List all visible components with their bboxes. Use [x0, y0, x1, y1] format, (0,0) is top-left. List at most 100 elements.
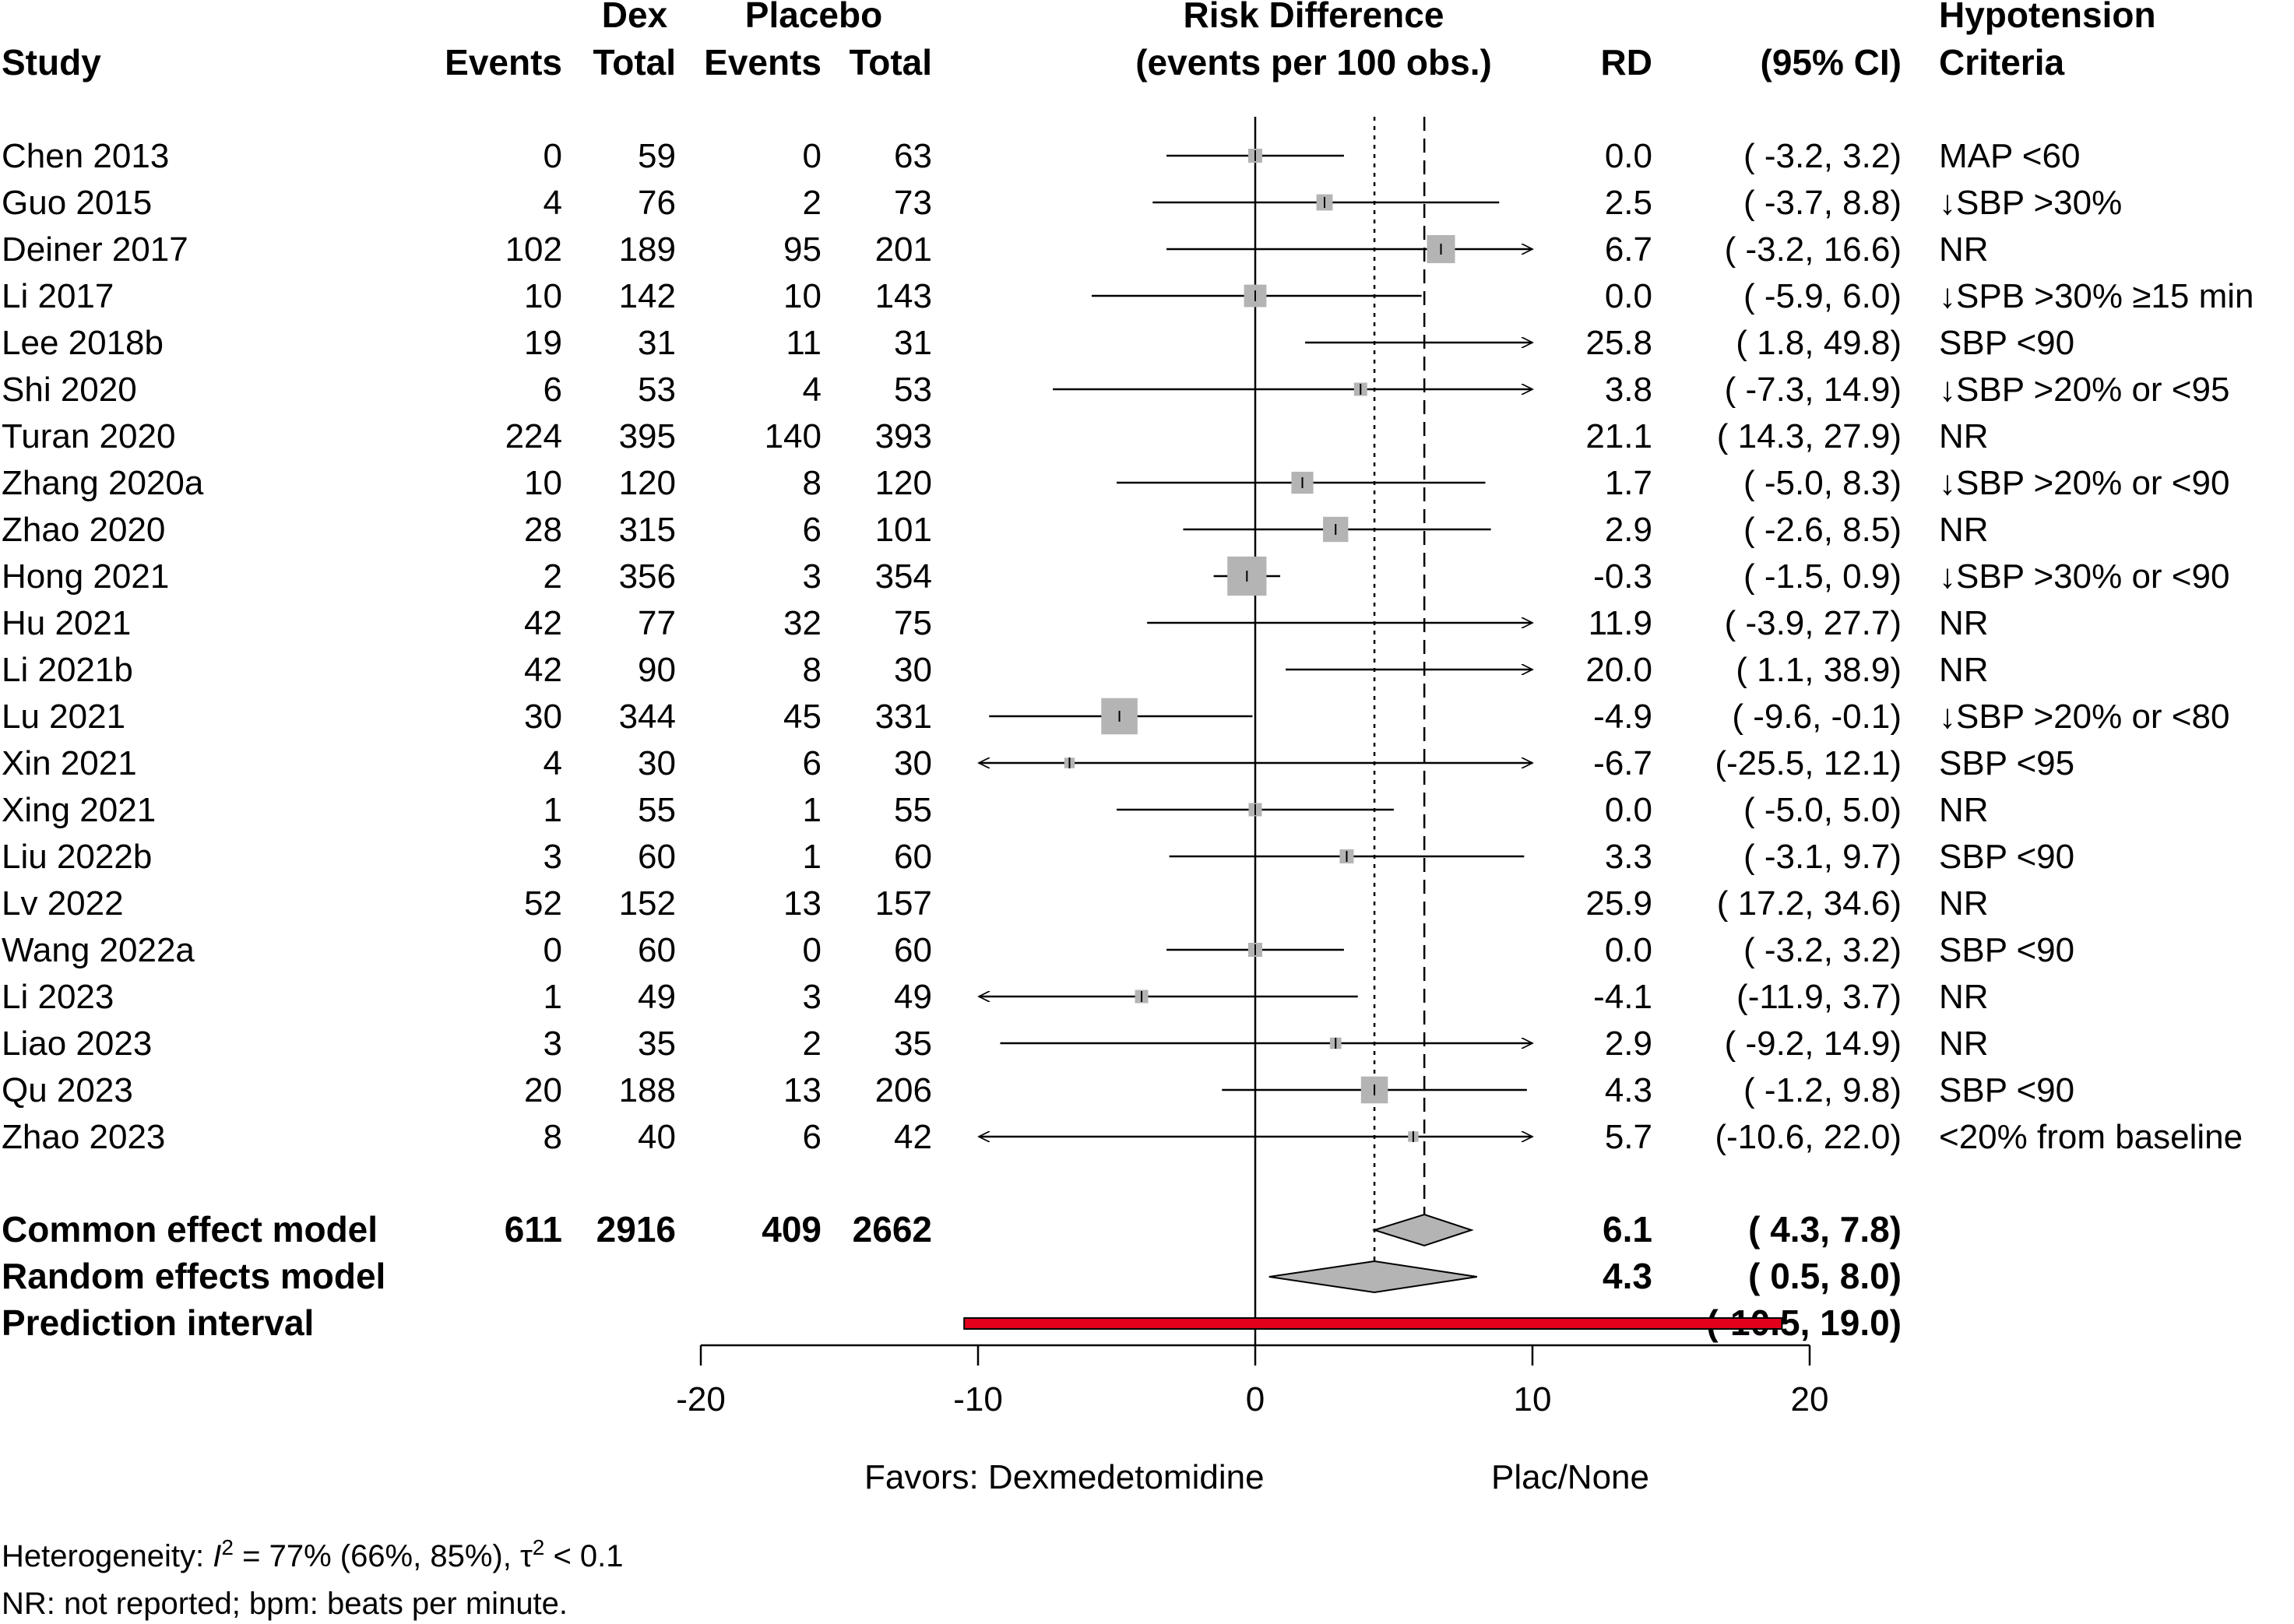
- axis-tick-label: 10: [1514, 1380, 1552, 1418]
- criteria-value: SBP <90: [1939, 324, 2074, 362]
- ci-value: ( -3.9, 27.7): [1725, 604, 1902, 642]
- total-placebo: 63: [894, 137, 932, 175]
- events-dex: 2: [544, 557, 562, 596]
- header-rd: RD: [1601, 42, 1652, 83]
- header-plot-title: Risk Difference: [1184, 0, 1444, 35]
- events-placebo: 3: [803, 557, 822, 596]
- total-placebo: 206: [875, 1071, 932, 1109]
- study-name: Shi 2020: [2, 371, 137, 409]
- ci-value: ( -2.6, 8.5): [1743, 511, 1902, 549]
- abbreviation-note: NR: not reported; bpm: beats per minute.: [2, 1587, 568, 1621]
- events-dex: 4: [544, 744, 562, 782]
- header-plot-subtitle: (events per 100 obs.): [1135, 42, 1492, 83]
- events-dex: 0: [544, 137, 562, 175]
- total-dex: 188: [619, 1071, 676, 1109]
- ci-value: ( 14.3, 27.9): [1717, 417, 1902, 455]
- study-name: Liao 2023: [2, 1025, 152, 1063]
- total-dex: 60: [638, 931, 676, 969]
- rd-value: 3.3: [1605, 838, 1652, 876]
- plot-area: [963, 117, 1783, 1345]
- summary-rd: 6.1: [1603, 1209, 1652, 1250]
- summary-total-dex: 2916: [596, 1209, 676, 1250]
- criteria-value: SBP <95: [1939, 744, 2074, 782]
- axis-tick-label: -20: [676, 1380, 726, 1418]
- heterogeneity-note: Heterogeneity: I2 = 77% (66%, 85%), τ2 <…: [2, 1535, 624, 1574]
- total-dex: 90: [638, 651, 676, 689]
- events-dex: 10: [524, 464, 562, 502]
- events-dex: 1: [544, 978, 562, 1016]
- criteria-value: <20% from baseline: [1939, 1118, 2243, 1156]
- ci-value: ( -7.3, 14.9): [1725, 371, 1902, 409]
- summary-rd: 4.3: [1603, 1256, 1652, 1296]
- total-dex: 344: [619, 698, 676, 736]
- events-dex: 102: [505, 230, 562, 269]
- events-placebo: 140: [765, 417, 822, 455]
- total-placebo: 120: [875, 464, 932, 502]
- ci-value: ( -9.6, -0.1): [1732, 698, 1902, 736]
- study-table: Chen 2013 0 59 0 63 0.0( -3.2, 3.2) MAP <60Guo…: [2, 137, 2254, 1343]
- criteria-value: ↓SBP >20% or <80: [1939, 698, 2229, 736]
- events-dex: 28: [524, 511, 562, 549]
- criteria-value: SBP <90: [1939, 931, 2074, 969]
- ci-value: ( -5.9, 6.0): [1743, 277, 1902, 315]
- events-placebo: 8: [803, 464, 822, 502]
- total-placebo: 30: [894, 744, 932, 782]
- study-name: Xin 2021: [2, 744, 137, 782]
- rd-value: 0.0: [1605, 277, 1652, 315]
- rd-value: 4.3: [1605, 1071, 1652, 1109]
- total-dex: 120: [619, 464, 676, 502]
- study-name: Lee 2018b: [2, 324, 164, 362]
- header-ci: (95% CI): [1761, 42, 1902, 83]
- events-placebo: 13: [783, 884, 822, 923]
- total-dex: 77: [638, 604, 676, 642]
- ci-value: ( -3.2, 16.6): [1725, 230, 1902, 269]
- header-criteria-line1: Hypotension: [1939, 0, 2156, 35]
- criteria-value: NR: [1939, 978, 1989, 1016]
- criteria-value: ↓SBP >30% or <90: [1939, 557, 2229, 596]
- events-dex: 42: [524, 651, 562, 689]
- events-placebo: 1: [803, 791, 822, 829]
- total-placebo: 75: [894, 604, 932, 642]
- ci-value: (-25.5, 12.1): [1715, 744, 1902, 782]
- rd-value: 0.0: [1605, 137, 1652, 175]
- ci-value: ( -3.2, 3.2): [1743, 931, 1902, 969]
- events-dex: 6: [544, 371, 562, 409]
- total-dex: 189: [619, 230, 676, 269]
- study-name: Zhao 2023: [2, 1118, 165, 1156]
- events-dex: 8: [544, 1118, 562, 1156]
- criteria-value: NR: [1939, 1025, 1989, 1063]
- total-dex: 30: [638, 744, 676, 782]
- rd-value: -4.9: [1593, 698, 1652, 736]
- events-placebo: 10: [783, 277, 822, 315]
- rd-value: 2.9: [1605, 511, 1652, 549]
- criteria-value: ↓SPB >30% ≥15 min: [1939, 277, 2254, 315]
- ci-value: ( -3.2, 3.2): [1743, 137, 1902, 175]
- header-events-dex: Events: [445, 42, 562, 83]
- total-placebo: 143: [875, 277, 932, 315]
- total-placebo: 31: [894, 324, 932, 362]
- events-placebo: 0: [803, 137, 822, 175]
- axis-tick-label: 0: [1246, 1380, 1265, 1418]
- criteria-value: SBP <90: [1939, 1071, 2074, 1109]
- criteria-value: ↓SBP >20% or <95: [1939, 371, 2229, 409]
- ci-value: ( 17.2, 34.6): [1717, 884, 1902, 923]
- events-placebo: 45: [783, 698, 822, 736]
- study-name: Lv 2022: [2, 884, 124, 923]
- study-name: Li 2023: [2, 978, 114, 1016]
- events-placebo: 6: [803, 1118, 822, 1156]
- summary-diamond: [1268, 1260, 1477, 1294]
- criteria-value: ↓SBP >30%: [1939, 184, 2122, 222]
- summary-ci: ( 0.5, 8.0): [1748, 1256, 1902, 1296]
- header-total-dex: Total: [593, 42, 676, 83]
- header-events-placebo: Events: [704, 42, 822, 83]
- total-placebo: 393: [875, 417, 932, 455]
- header-placebo: Placebo: [745, 0, 882, 35]
- criteria-value: NR: [1939, 604, 1989, 642]
- study-name: Lu 2021: [2, 698, 125, 736]
- study-name: Chen 2013: [2, 137, 169, 175]
- events-placebo: 3: [803, 978, 822, 1016]
- rd-value: 6.7: [1605, 230, 1652, 269]
- total-placebo: 354: [875, 557, 932, 596]
- header-dex: Dex: [602, 0, 668, 35]
- rd-value: 25.9: [1585, 884, 1652, 923]
